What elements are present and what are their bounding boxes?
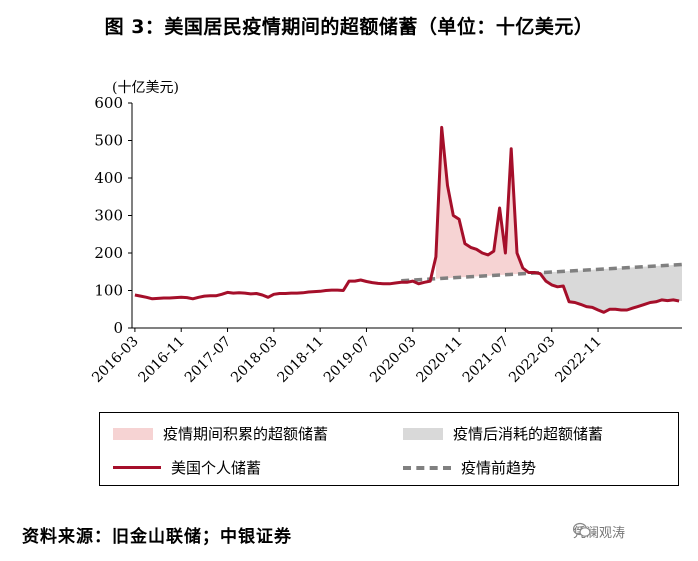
savings-line <box>134 125 680 314</box>
y-tick-label: 400 <box>94 169 123 187</box>
legend-label-savings: 美国个人储蓄 <box>171 459 262 477</box>
x-tick-label: 2019-07 <box>321 334 373 386</box>
legend-item-savings: 美国个人储蓄 <box>113 457 261 478</box>
chart-svg: 0100200300400500600(十亿美元)2016-032016-112… <box>89 80 683 386</box>
y-tick-label: 500 <box>94 132 123 150</box>
x-tick-label: 2020-03 <box>367 334 419 386</box>
watermark: 凭澜观涛 <box>573 522 625 541</box>
y-tick-label: 600 <box>94 94 123 112</box>
y-tick-label: 200 <box>94 244 123 262</box>
x-tick-label: 2018-11 <box>275 334 327 386</box>
y-tick-label: 100 <box>94 282 123 300</box>
legend-label-consumed: 疫情后消耗的超额储蓄 <box>453 425 604 443</box>
legend-swatch-consumed <box>403 427 443 440</box>
area-excess-consumed <box>511 264 682 313</box>
legend-item-accumulated: 疫情期间积累的超额储蓄 <box>113 423 328 444</box>
x-tick-label: 2022-03 <box>506 334 558 386</box>
x-tick-label: 2021-07 <box>460 334 512 386</box>
legend-label-trend: 疫情前趋势 <box>461 459 537 477</box>
x-tick-label: 2018-03 <box>228 334 280 386</box>
x-tick-label: 2017-07 <box>182 334 234 386</box>
x-tick-label: 2016-03 <box>89 334 141 386</box>
y-unit-label: (十亿美元) <box>112 80 179 96</box>
x-tick-label: 2020-11 <box>413 334 465 386</box>
legend-swatch-accumulated <box>113 427 153 440</box>
legend: 疫情期间积累的超额储蓄 疫情后消耗的超额储蓄 美国个人储蓄 疫情前趋势 <box>99 412 679 486</box>
area-excess-accumulated <box>435 127 535 279</box>
legend-item-consumed: 疫情后消耗的超额储蓄 <box>403 423 603 444</box>
x-tick-label: 2016-11 <box>136 334 188 386</box>
source-note: 资料来源：旧金山联储；中银证券 <box>22 527 292 547</box>
chart-title: 图 3：美国居民疫情期间的超额储蓄（单位：十亿美元） <box>104 16 594 38</box>
chart-area: 0 100 200 300 400 500 600 (十亿美元) 2016-03 2016-11 2… <box>89 80 683 386</box>
y-tick-label: 300 <box>94 207 123 225</box>
y-tick-label: 0 <box>113 319 123 337</box>
trend-line <box>401 262 683 283</box>
legend-label-accumulated: 疫情期间积累的超额储蓄 <box>163 425 329 443</box>
wechat-icon <box>573 522 591 537</box>
legend-item-trend: 疫情前趋势 <box>403 457 536 478</box>
legend-swatch-trend <box>403 465 451 470</box>
legend-swatch-savings <box>113 466 161 469</box>
x-tick-label: 2022-11 <box>552 334 604 386</box>
